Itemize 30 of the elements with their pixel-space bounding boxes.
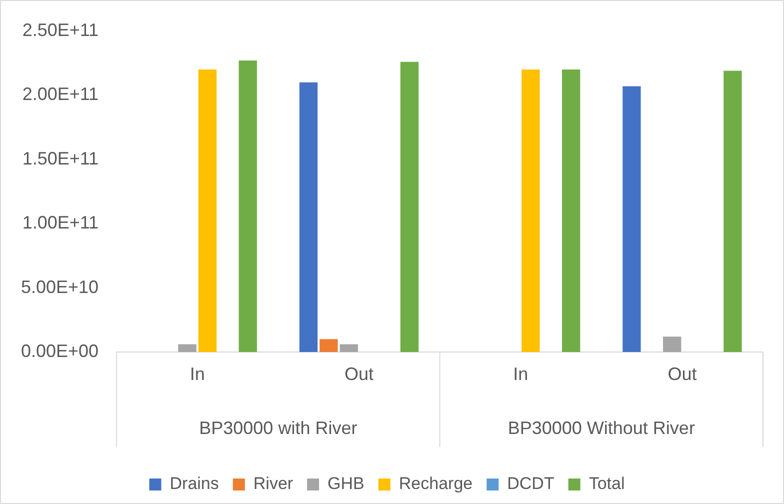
bar <box>400 62 419 352</box>
legend-label: Drains <box>170 474 219 494</box>
y-tick-label: 1.00E+11 <box>22 212 99 233</box>
y-tick-label: 0.00E+00 <box>20 340 99 361</box>
bar <box>238 60 257 352</box>
y-tick-label: 1.50E+11 <box>22 148 99 168</box>
y-tick-label: 5.00E+10 <box>20 276 99 297</box>
y-tick-label: 2.00E+11 <box>22 84 99 104</box>
bar <box>522 70 540 352</box>
legend-label: DCDT <box>507 474 554 494</box>
x-tick-label: Out <box>344 364 374 384</box>
bar <box>198 70 217 352</box>
bar <box>562 70 580 352</box>
bar <box>299 82 318 352</box>
x-tick-label: Out <box>668 364 697 384</box>
bar <box>724 70 742 352</box>
text: BP30000 with River <box>199 418 358 438</box>
bar <box>663 336 682 352</box>
bar <box>178 344 196 352</box>
legend-label: River <box>253 474 294 494</box>
y-tick-label: 2.50E+11 <box>22 20 99 40</box>
x-tick-label: In <box>190 364 205 384</box>
legend-label: Recharge <box>398 474 473 494</box>
text: BP30000 Without River <box>508 418 695 438</box>
bar <box>340 344 358 352</box>
legend-label: GHB <box>328 474 364 494</box>
x-tick-label: In <box>513 364 528 384</box>
bar <box>320 339 338 352</box>
bar <box>622 86 641 352</box>
legend-label: Total <box>588 474 625 494</box>
